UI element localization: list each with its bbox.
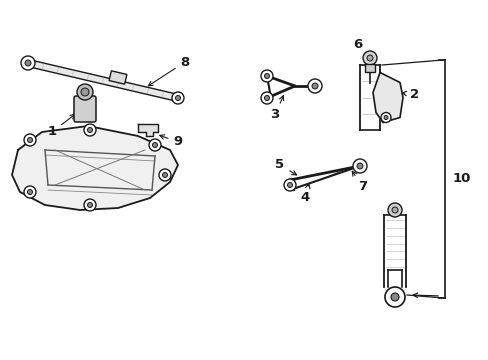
Text: 3: 3 xyxy=(270,96,283,121)
Circle shape xyxy=(384,287,404,307)
Circle shape xyxy=(25,60,31,66)
Circle shape xyxy=(162,172,167,177)
Text: 6: 6 xyxy=(353,39,367,63)
Polygon shape xyxy=(372,72,402,122)
Circle shape xyxy=(261,70,272,82)
Text: 5: 5 xyxy=(275,158,296,175)
Circle shape xyxy=(21,56,35,70)
Text: 1: 1 xyxy=(47,114,75,139)
Circle shape xyxy=(159,169,171,181)
Circle shape xyxy=(27,138,32,143)
Circle shape xyxy=(77,84,93,100)
FancyBboxPatch shape xyxy=(109,71,127,84)
Circle shape xyxy=(175,95,180,100)
Circle shape xyxy=(391,207,397,213)
Circle shape xyxy=(366,55,372,61)
Circle shape xyxy=(380,112,390,122)
Circle shape xyxy=(287,183,292,188)
Circle shape xyxy=(81,88,89,96)
Text: 8: 8 xyxy=(148,55,189,86)
Circle shape xyxy=(27,189,32,194)
Circle shape xyxy=(356,163,362,169)
Circle shape xyxy=(307,79,321,93)
Circle shape xyxy=(383,116,387,120)
Text: 10: 10 xyxy=(452,172,470,185)
Circle shape xyxy=(84,199,96,211)
FancyBboxPatch shape xyxy=(74,96,96,122)
Circle shape xyxy=(24,134,36,146)
Circle shape xyxy=(390,293,398,301)
Text: 9: 9 xyxy=(160,135,182,148)
Polygon shape xyxy=(12,126,178,210)
Text: 4: 4 xyxy=(300,184,309,204)
Circle shape xyxy=(84,124,96,136)
Circle shape xyxy=(311,83,317,89)
Circle shape xyxy=(264,73,269,78)
Circle shape xyxy=(362,51,376,65)
Circle shape xyxy=(261,92,272,104)
Text: 2: 2 xyxy=(401,88,419,101)
Circle shape xyxy=(152,143,157,148)
Circle shape xyxy=(352,159,366,173)
FancyBboxPatch shape xyxy=(364,64,374,72)
Circle shape xyxy=(264,95,269,100)
Polygon shape xyxy=(138,124,158,136)
Circle shape xyxy=(149,139,161,151)
Circle shape xyxy=(24,186,36,198)
Circle shape xyxy=(172,92,183,104)
Text: 7: 7 xyxy=(351,171,367,193)
Circle shape xyxy=(87,202,92,207)
Circle shape xyxy=(284,179,295,191)
Circle shape xyxy=(387,203,401,217)
Polygon shape xyxy=(27,60,179,102)
Circle shape xyxy=(87,127,92,132)
